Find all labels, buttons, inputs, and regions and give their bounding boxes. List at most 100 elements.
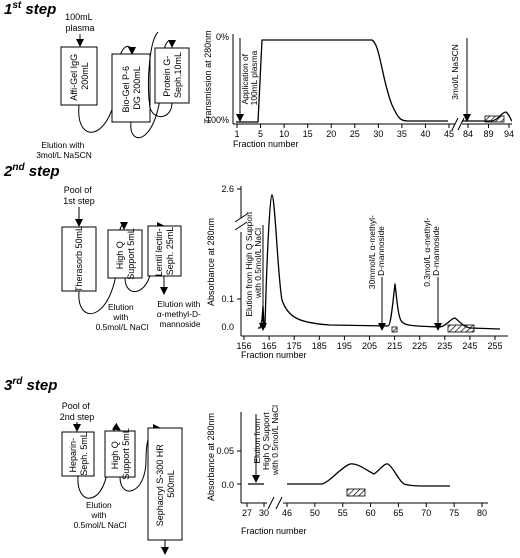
step-2-heading: 2nd step: [3, 162, 60, 180]
step-3-input-label: Pool of 2nd step: [60, 401, 95, 422]
step-3-xlabel: Fraction number: [241, 526, 307, 536]
x-tick-label: 255: [487, 341, 502, 351]
step-1-annotation-nascn: 3mol/L NaSCN: [450, 44, 460, 100]
step-2-elution-label: Elution with 0.5mol/L NaCl: [96, 302, 149, 332]
x-tick-label: 84: [463, 129, 473, 139]
step-2-ylabel: Absorbance at 280nm: [206, 218, 216, 306]
x-tick-label: 75: [449, 508, 459, 518]
step-1: 1st step 100mL plasma Affi-Gel IgG 200mL…: [4, 0, 514, 160]
step-2-pooled-fraction-1: [391, 326, 398, 333]
step-2-annotation-30mm: 30mmol/L α-methyl- D-mannoside: [367, 213, 386, 289]
step-2-column-3-label: Lentil lectin- Seph. 25mL: [154, 226, 175, 277]
x-tick-label: 5: [258, 129, 263, 139]
x-tick-label: 175: [287, 341, 302, 351]
step-2-column-3: [147, 225, 182, 277]
x-tick-label: 60: [366, 508, 376, 518]
x-tick-label: 215: [387, 341, 402, 351]
step-2-ytick-0-0: 0.0: [221, 322, 234, 332]
step-2: 2nd step Pool of 1st step Therasorb 50mL…: [3, 162, 508, 360]
step-3-trace: [248, 463, 450, 487]
step-3-column-1: [61, 431, 95, 477]
step-3: 3rd step Pool of 2nd step Heparin- Seph.…: [4, 376, 488, 555]
step-3-axis-break: [267, 496, 283, 510]
x-tick-label: 40: [420, 129, 430, 139]
x-tick-label: 27: [242, 508, 252, 518]
step-1-ytick-top: 0%: [216, 32, 229, 42]
x-tick-label: 30: [373, 129, 383, 139]
step-1-column-3-label: Protein G- Seph.10mL: [162, 52, 183, 98]
step-1-scheme: 100mL plasma Affi-Gel IgG 200mL Bio-Gel …: [36, 12, 190, 160]
x-tick-label: 225: [412, 341, 427, 351]
x-tick-label: 10: [279, 129, 289, 139]
step-3-scheme: Pool of 2nd step Heparin- Seph. 5mL High…: [60, 401, 183, 555]
step-3-pooled-fraction: [346, 488, 366, 497]
x-tick-label: 35: [397, 129, 407, 139]
step-2-ytick-2-6: 2.6: [221, 184, 234, 194]
step-3-column-1-label: Heparin- Seph. 5mL: [68, 432, 89, 476]
step-2-trace: [258, 194, 501, 330]
x-tick-label: 1: [234, 129, 239, 139]
step-2-column-2: [107, 229, 143, 279]
x-tick-label: 70: [421, 508, 431, 518]
x-tick-label: 15: [303, 129, 313, 139]
x-tick-label: 195: [337, 341, 352, 351]
x-tick-label: 25: [350, 129, 360, 139]
x-tick-label: 55: [338, 508, 348, 518]
x-tick-label: 45: [444, 129, 454, 139]
step-1-column-1-label: Affi-Gel IgG 200mL: [69, 51, 90, 100]
step-3-xticks-b: 46 50 55 60 65 70 75 80: [282, 503, 487, 518]
step-2-annotation-0-3m: 0.3mol/L α-methyl- D-mannoside: [422, 215, 441, 287]
step-3-column-3-label: Sephacryl S-300 HR 500mL: [155, 442, 176, 527]
step-2-column-2-label: High Q Support 5mL: [115, 228, 136, 280]
x-tick-label: 94: [504, 129, 514, 139]
x-tick-label: 245: [462, 341, 477, 351]
x-tick-label: 50: [310, 508, 320, 518]
step-2-scheme: Pool of 1st step Therasorb 50mL High Q S…: [61, 185, 201, 332]
step-2-chart: Absorbance at 280nm 2.6 0.1 0.0 156 165 17…: [206, 184, 508, 360]
step-1-elution-label: Elution with 3mol/L NaSCN: [36, 140, 92, 160]
step-1-column-2: [111, 53, 151, 123]
step-2-xlabel: Fraction number: [241, 350, 307, 360]
step-3-xticks-a: 27 30: [242, 503, 269, 518]
step-1-trace: [236, 39, 513, 123]
x-tick-label: 185: [312, 341, 327, 351]
step-1-xticks-a: 1 5 10 15 20 25 30 35 40 45: [234, 124, 454, 139]
x-tick-label: 20: [326, 129, 336, 139]
step-2-y-axis-break: [234, 213, 248, 231]
x-tick-label: 235: [437, 341, 452, 351]
step-2-input-label: Pool of 1st step: [63, 185, 95, 206]
step-1-column-2-label: Bio-Gel P-6 DG 200mL: [121, 63, 142, 112]
step-2-xticks: 156 165 175 185 195 205 215 225 235 245 255: [236, 336, 503, 351]
step-3-ytick-0-05: 0.05: [216, 446, 234, 456]
step-3-elution-label: Elution with 0.5mol/L NaCl: [74, 500, 127, 530]
step-1-input-label: 100mL plasma: [65, 12, 95, 33]
step-3-column-3: [147, 427, 183, 541]
x-tick-label: 205: [362, 341, 377, 351]
step-1-pooled-fraction: [484, 115, 505, 123]
x-tick-label: 89: [483, 129, 493, 139]
step-2-column-1: [61, 226, 97, 292]
step-1-xticks-b: 84 89 94: [463, 124, 514, 139]
step-1-ylabel: Transmission at 280nm: [203, 30, 213, 123]
step-3-ylabel: Absorbance at 280nm: [206, 413, 216, 501]
step-1-recycle: [147, 31, 173, 118]
step-2-pooled-fraction-2: [447, 324, 475, 333]
x-tick-label: 156: [236, 341, 251, 351]
x-tick-label: 80: [477, 508, 487, 518]
step-3-chart: Absorbance at 280nm 0.05 0.0 27 30 46 50 55…: [206, 405, 488, 536]
step-1-annotation-application: Application of 100mL plasma: [240, 50, 259, 105]
step-1-column-3: [154, 47, 190, 104]
step-3-heading: 3rd step: [4, 376, 57, 394]
step-1-heading: 1st step: [4, 0, 56, 18]
step-3-ytick-0-0: 0.0: [221, 480, 234, 490]
step-3-column-2-label: High Q Support 5mL: [110, 428, 131, 480]
step-1-ytick-bottom: 100%: [206, 115, 229, 125]
step-1-chart: Transmission at 280nm 0% 100% 1 5 10 15 20 25…: [203, 30, 514, 149]
step-1-xlabel: Fraction number: [233, 139, 299, 149]
step-3-annotation-highq: Elution from High Q Support with 0.5mol/…: [252, 405, 280, 476]
step-2-ytick-0-1: 0.1: [221, 294, 234, 304]
x-tick-label: 46: [282, 508, 292, 518]
step-1-column-1: [60, 46, 98, 106]
step-2-annotation-highq: Elution from High Q Support with 0.5mol/…: [244, 209, 263, 316]
